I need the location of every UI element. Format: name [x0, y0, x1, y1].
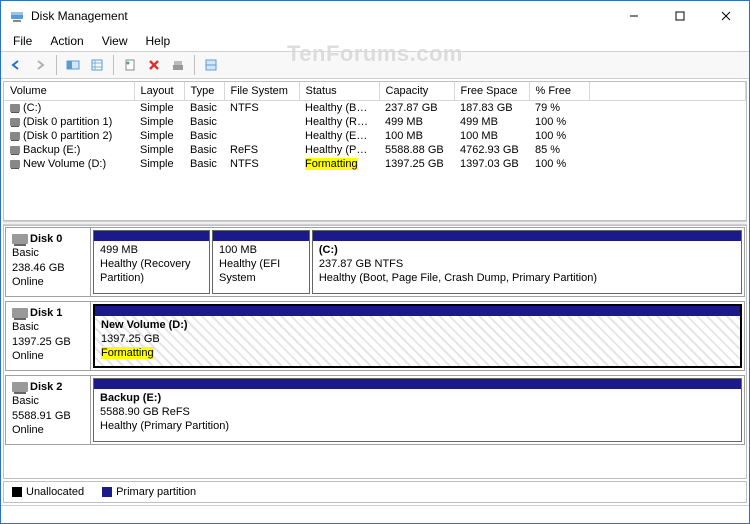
partition[interactable]: (C:)237.87 GB NTFSHealthy (Boot, Page Fi… — [312, 230, 742, 294]
window-title: Disk Management — [31, 9, 611, 23]
menu-file[interactable]: File — [5, 32, 40, 50]
maximize-button[interactable] — [657, 1, 703, 31]
menu-action[interactable]: Action — [42, 32, 91, 50]
volume-row[interactable]: Backup (E:)SimpleBasicReFSHealthy (P…558… — [4, 143, 746, 157]
column-header-volume[interactable]: Volume — [4, 82, 134, 101]
menu-view[interactable]: View — [94, 32, 136, 50]
toolbar-icon[interactable] — [200, 54, 222, 76]
disk-partitions: 499 MBHealthy (Recovery Partition)100 MB… — [91, 228, 744, 296]
column-header-layout[interactable]: Layout — [134, 82, 184, 101]
properties-button[interactable] — [119, 54, 141, 76]
disk-row: Disk 0Basic238.46 GBOnline499 MBHealthy … — [5, 227, 745, 297]
statusbar — [1, 505, 749, 523]
column-header-fs[interactable]: File System — [224, 82, 299, 101]
column-header-status[interactable]: Status — [299, 82, 379, 101]
app-icon — [9, 8, 25, 24]
toolbar-icon[interactable] — [62, 54, 84, 76]
refresh-button[interactable] — [86, 54, 108, 76]
content-area: VolumeLayoutTypeFile SystemStatusCapacit… — [1, 79, 749, 505]
volume-table: VolumeLayoutTypeFile SystemStatusCapacit… — [4, 82, 746, 171]
toolbar-icon[interactable] — [167, 54, 189, 76]
volume-list[interactable]: VolumeLayoutTypeFile SystemStatusCapacit… — [3, 81, 747, 221]
menubar: File Action View Help — [1, 31, 749, 51]
partition[interactable]: New Volume (D:)1397.25 GBFormatting — [93, 304, 742, 368]
toolbar — [1, 51, 749, 79]
window-buttons — [611, 1, 749, 31]
close-button[interactable] — [703, 1, 749, 31]
titlebar[interactable]: Disk Management — [1, 1, 749, 31]
disk-row: Disk 2Basic5588.91 GBOnlineBackup (E:)55… — [5, 375, 745, 445]
minimize-button[interactable] — [611, 1, 657, 31]
partition[interactable]: 100 MBHealthy (EFI System — [212, 230, 310, 294]
delete-button[interactable] — [143, 54, 165, 76]
disk-partitions: New Volume (D:)1397.25 GBFormatting — [91, 302, 744, 370]
volume-row[interactable]: (C:)SimpleBasicNTFSHealthy (B…237.87 GB1… — [4, 101, 746, 116]
disk-info[interactable]: Disk 2Basic5588.91 GBOnline — [6, 376, 91, 444]
volume-row[interactable]: New Volume (D:)SimpleBasicNTFSFormatting… — [4, 157, 746, 171]
volume-row[interactable]: (Disk 0 partition 1)SimpleBasicHealthy (… — [4, 115, 746, 129]
partition[interactable]: 499 MBHealthy (Recovery Partition) — [93, 230, 210, 294]
column-header-capacity[interactable]: Capacity — [379, 82, 454, 101]
disk-row: Disk 1Basic1397.25 GBOnlineNew Volume (D… — [5, 301, 745, 371]
disk-management-window: Disk Management File Action View Help Te… — [0, 0, 750, 524]
disk-info[interactable]: Disk 0Basic238.46 GBOnline — [6, 228, 91, 296]
forward-button[interactable] — [29, 54, 51, 76]
back-button[interactable] — [5, 54, 27, 76]
disk-info[interactable]: Disk 1Basic1397.25 GBOnline — [6, 302, 91, 370]
volume-row[interactable]: (Disk 0 partition 2)SimpleBasicHealthy (… — [4, 129, 746, 143]
legend-unallocated: Unallocated — [12, 486, 84, 498]
disk-partitions: Backup (E:)5588.90 GB ReFSHealthy (Prima… — [91, 376, 744, 444]
legend: Unallocated Primary partition — [3, 481, 747, 503]
partition[interactable]: Backup (E:)5588.90 GB ReFSHealthy (Prima… — [93, 378, 742, 442]
column-header-free[interactable]: Free Space — [454, 82, 529, 101]
column-header-type[interactable]: Type — [184, 82, 224, 101]
menu-help[interactable]: Help — [138, 32, 179, 50]
legend-primary: Primary partition — [102, 486, 196, 498]
column-header-pctfree[interactable]: % Free — [529, 82, 589, 101]
disk-graphical-view[interactable]: Disk 0Basic238.46 GBOnline499 MBHealthy … — [3, 225, 747, 479]
